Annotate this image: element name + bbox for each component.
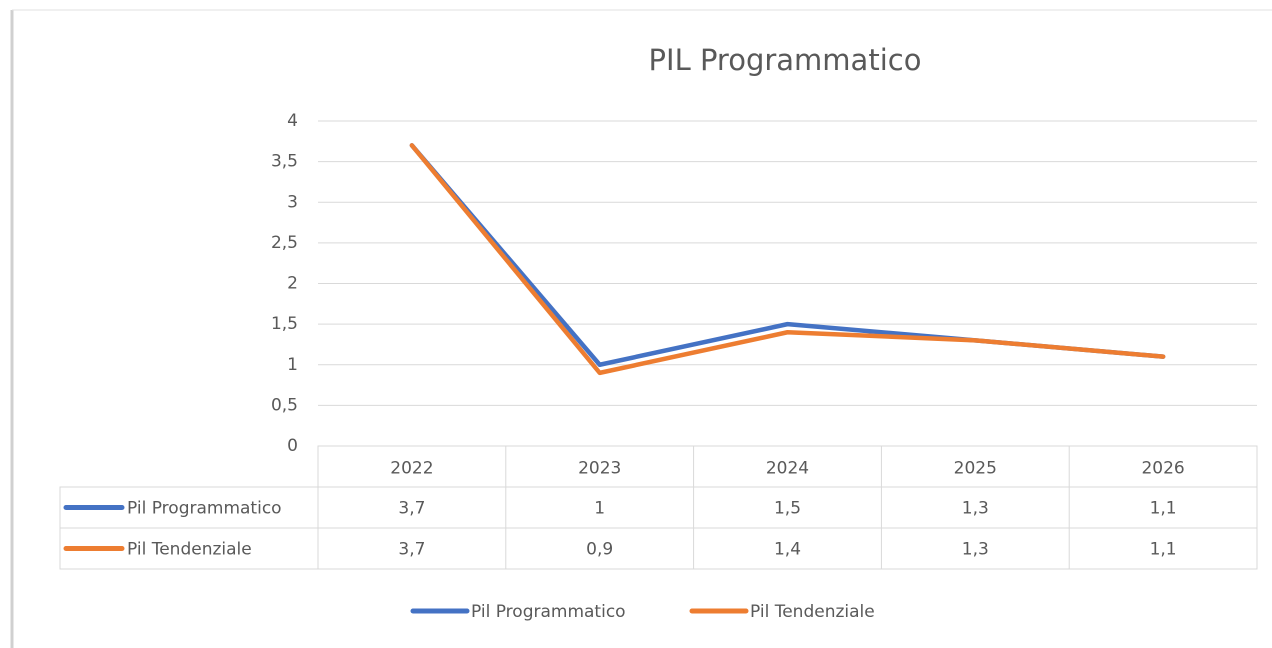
table-value: 1,3 (962, 499, 989, 519)
y-tick-label: 1,5 (271, 314, 298, 334)
x-tick-label: 2024 (766, 459, 809, 479)
table-value: 3,7 (398, 499, 425, 519)
y-tick-label: 2 (287, 274, 298, 294)
table-value: 1,5 (774, 499, 801, 519)
legend-label: Pil Programmatico (471, 602, 626, 622)
x-tick-label: 2022 (390, 459, 433, 479)
y-tick-label: 2,5 (271, 233, 298, 253)
table-row (59, 527, 1258, 570)
x-tick-label: 2026 (1141, 459, 1184, 479)
table-value: 1,3 (962, 540, 989, 560)
y-tick-label: 1 (287, 355, 298, 375)
table-value: 1,1 (1150, 540, 1177, 560)
y-tick-label: 3 (287, 192, 298, 212)
table-row-label: Pil Programmatico (127, 499, 282, 519)
table-value: 1,4 (774, 540, 801, 560)
table-value: 3,7 (398, 540, 425, 560)
legend-label: Pil Tendenziale (750, 602, 875, 622)
x-tick-label: 2023 (578, 459, 621, 479)
table-row-label: Pil Tendenziale (127, 540, 252, 560)
table-value: 0,9 (586, 540, 613, 560)
x-tick-label: 2025 (954, 459, 997, 479)
table-value: 1 (594, 499, 605, 519)
chart-title: PIL Programmatico (649, 43, 922, 77)
y-tick-label: 0 (287, 436, 298, 456)
y-tick-label: 0,5 (271, 395, 298, 415)
y-tick-label: 4 (287, 111, 298, 131)
table-value: 1,1 (1150, 499, 1177, 519)
y-tick-label: 3,5 (271, 152, 298, 172)
series-line (409, 143, 1166, 376)
